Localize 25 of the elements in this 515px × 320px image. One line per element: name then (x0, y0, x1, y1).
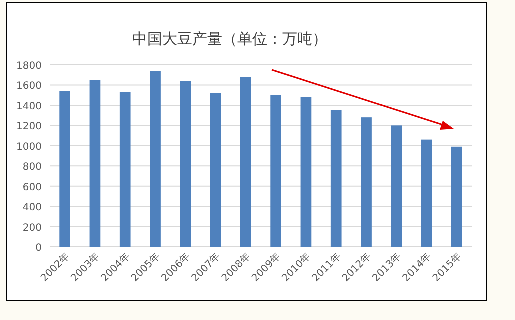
bar (90, 80, 101, 247)
bar (60, 91, 70, 247)
y-tick-label: 1600 (16, 81, 42, 92)
y-tick-label: 1000 (16, 142, 42, 153)
y-tick-label: 1200 (16, 122, 42, 133)
y-tick-label: 0 (36, 243, 42, 254)
bar (150, 71, 161, 247)
bar (452, 146, 462, 247)
bar (361, 118, 372, 247)
bar (240, 77, 252, 247)
bar (421, 140, 432, 247)
y-tick-label: 800 (22, 162, 42, 174)
y-tick-label: 200 (22, 222, 42, 234)
bar (180, 81, 192, 247)
y-tick-label: 600 (22, 182, 42, 194)
y-tick-label: 1400 (16, 101, 42, 112)
chart-title: 中国大豆产量（单位：万吨） (132, 30, 328, 48)
bar (270, 95, 282, 247)
bar (120, 92, 131, 247)
bar (300, 97, 312, 247)
y-tick-label: 1800 (16, 61, 42, 72)
bar (210, 93, 222, 247)
y-tick-label: 400 (22, 202, 42, 214)
bar (391, 126, 402, 247)
bar (330, 110, 342, 247)
